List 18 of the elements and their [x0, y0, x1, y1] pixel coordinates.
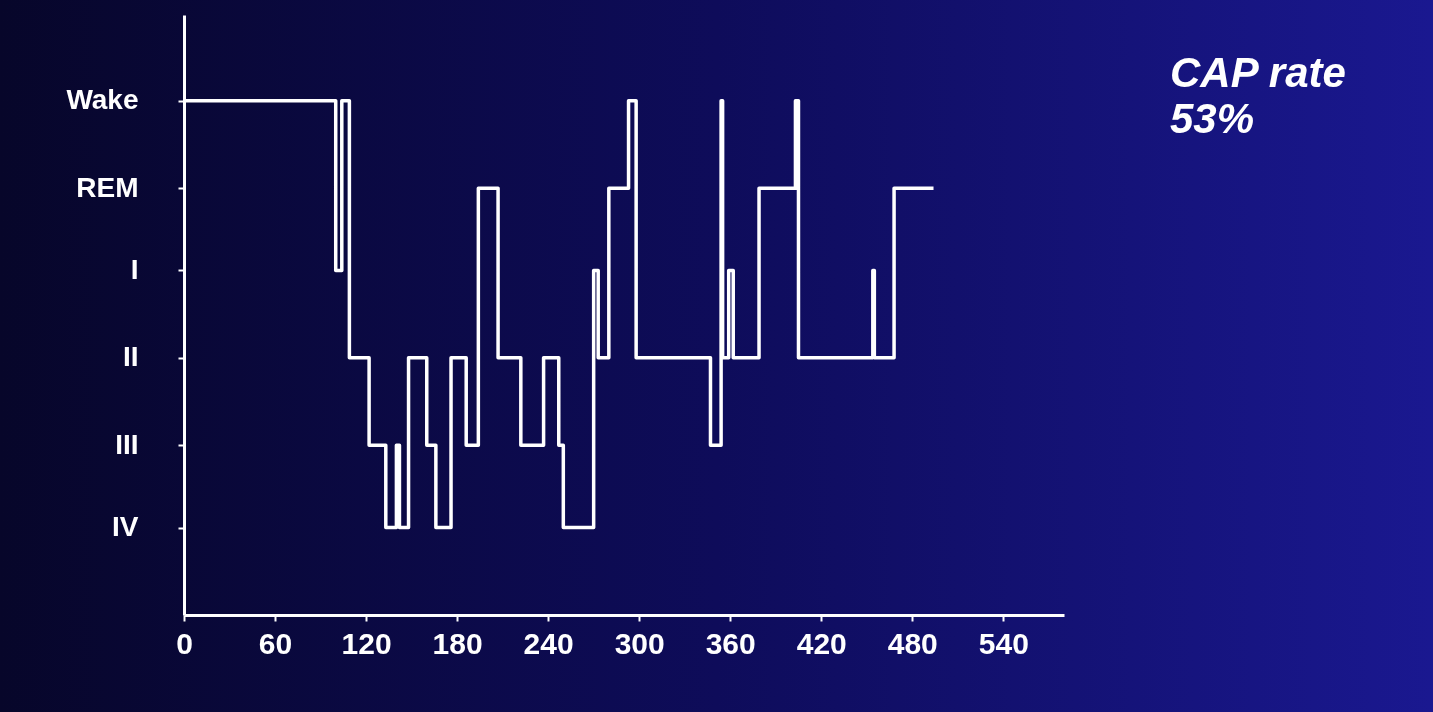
x-tick-label: 300 — [614, 626, 665, 660]
text: I — [130, 253, 139, 285]
text: IV — [112, 511, 139, 543]
x-tick-label: 120 — [341, 626, 392, 660]
x-tick-label: 180 — [432, 626, 483, 660]
x-tick-label: 540 — [978, 626, 1029, 660]
text: 53% — [1170, 95, 1256, 142]
text: Wake — [66, 84, 139, 116]
x-tick-label: 480 — [887, 626, 938, 660]
x-tick-label: 420 — [796, 626, 847, 660]
x-tick-label: 60 — [258, 626, 293, 660]
x-tick-label: 0 — [176, 626, 193, 660]
text: REM — [76, 171, 139, 203]
x-tick-label: 240 — [523, 626, 574, 660]
x-tick-label: 360 — [705, 626, 756, 660]
text: II — [122, 341, 139, 373]
text: III — [115, 428, 139, 460]
text: CAP rate — [1170, 49, 1346, 96]
